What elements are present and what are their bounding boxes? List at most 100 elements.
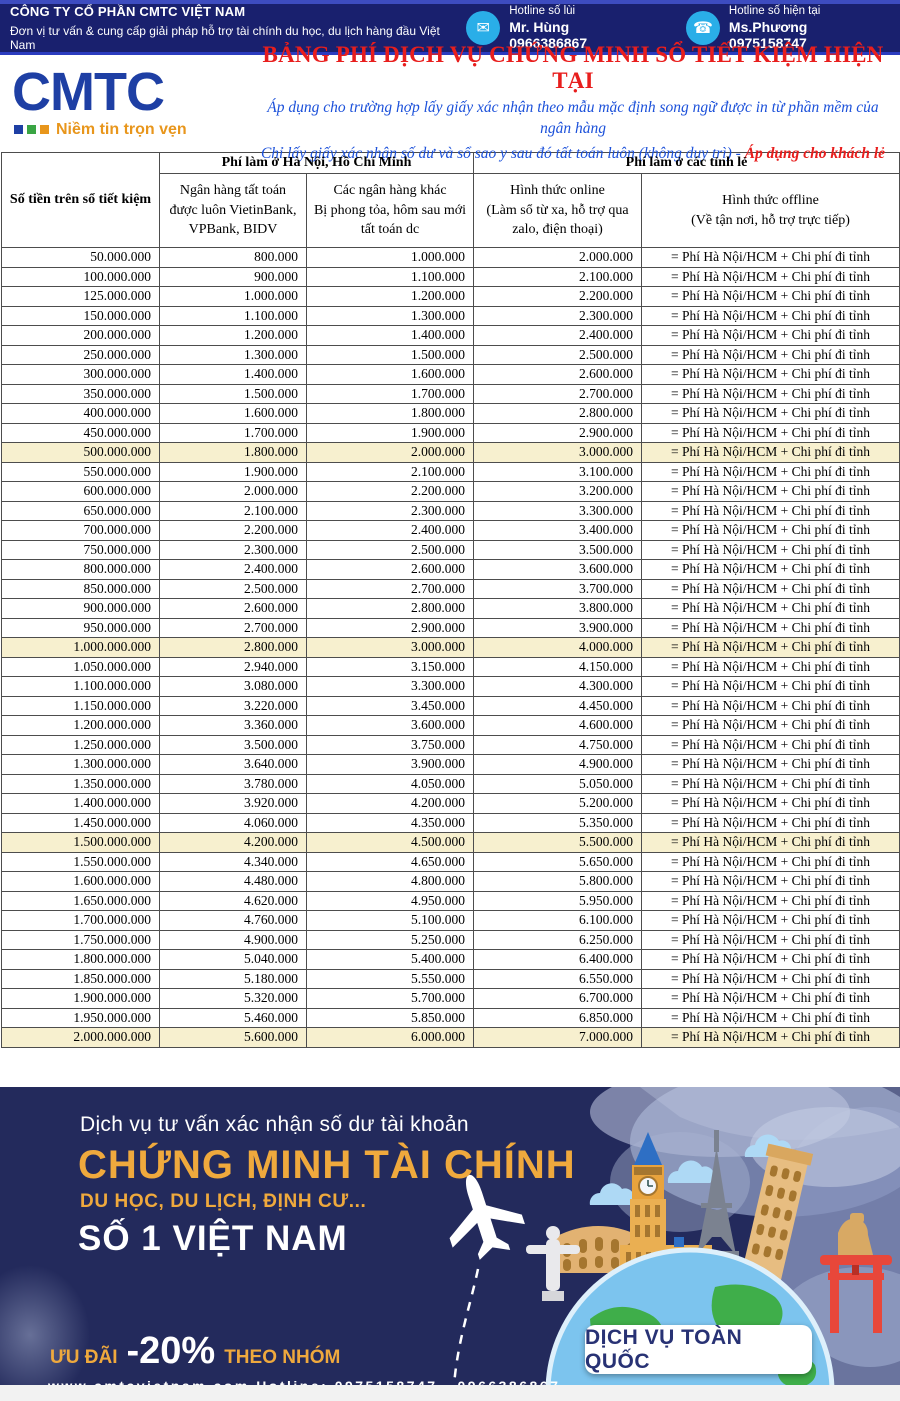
hotline-number: Ms.Phương 0975158747 [728,19,808,51]
fee-online-cell: 4.150.000 [473,656,642,677]
subtitle-line1: Áp dụng cho trường hợp lấy giấy xác nhận… [267,99,879,138]
top-accent-strip [0,0,900,4]
province-fee-note-cell: = Phí Hà Nội/HCM + Chi phí đi tỉnh [641,715,900,736]
province-fee-note-cell: = Phí Hà Nội/HCM + Chi phí đi tỉnh [641,812,900,833]
pisa-tower-icon [742,1143,814,1280]
fee-online-cell: 5.350.000 [473,812,642,833]
fee-bank-other-cell: 2.300.000 [306,500,474,521]
amount-cell: 1.150.000.000 [1,695,160,716]
fee-online-cell: 6.250.000 [473,929,642,950]
fee-online-cell: 6.100.000 [473,910,642,931]
amount-cell: 1.500.000.000 [1,832,160,853]
fee-bank-other-cell: 2.700.000 [306,578,474,599]
table-row: 1.200.000.000 3.360.000 3.600.000 4.600.000… [1,715,900,736]
sphinx-icon [838,1213,874,1259]
province-fee-note-cell: = Phí Hà Nội/HCM + Chi phí đi tỉnh [641,617,900,638]
phone-icon: ☎ [685,11,720,45]
fee-bank-instant-cell: 3.220.000 [159,695,307,716]
fee-bank-instant-cell: 5.320.000 [159,988,307,1009]
fee-online-cell: 2.600.000 [473,364,642,385]
fee-bank-other-cell: 2.200.000 [306,481,474,502]
promo-prefix: ƯU ĐÃI [50,1347,118,1368]
flight-path-dashed-line [452,1268,480,1385]
fee-bank-instant-cell: 2.700.000 [159,617,307,638]
fee-bank-instant-cell: 4.060.000 [159,812,307,833]
fee-bank-other-cell: 1.700.000 [306,383,474,404]
amount-cell: 550.000.000 [1,461,160,482]
fee-bank-other-cell: 3.450.000 [306,695,474,716]
table-row: 1.850.000.000 5.180.000 5.550.000 6.550.000… [1,968,900,989]
fee-online-cell: 3.200.000 [473,481,642,502]
table-row: 1.150.000.000 3.220.000 3.450.000 4.450.000… [1,695,900,716]
fee-online-cell: 5.050.000 [473,773,642,794]
amount-cell: 1.250.000.000 [1,734,160,755]
table-row: 1.600.000.000 4.480.000 4.800.000 5.800.000… [1,871,900,892]
province-fee-note-cell: = Phí Hà Nội/HCM + Chi phí đi tỉnh [641,481,900,502]
table-row: 1.650.000.000 4.620.000 4.950.000 5.950.000… [1,890,900,911]
province-fee-note-cell: = Phí Hà Nội/HCM + Chi phí đi tỉnh [641,598,900,619]
table-row: 300.000.000 1.400.000 1.600.000 2.600.000 = … [1,364,900,385]
fee-bank-instant-cell: 1.100.000 [159,305,307,326]
fee-bank-other-cell: 3.000.000 [306,637,474,658]
table-row: 1.100.000.000 3.080.000 3.300.000 4.300.000… [1,676,900,697]
table-row: 50.000.000 800.000 1.000.000 2.000.000 = Phí… [1,247,900,268]
fee-online-cell: 3.600.000 [473,559,642,580]
plane-icon [449,1174,525,1260]
fee-online-cell: 4.000.000 [473,637,642,658]
amount-cell: 125.000.000 [1,286,160,307]
fee-bank-other-cell: 5.700.000 [306,988,474,1009]
province-fee-note-cell: = Phí Hà Nội/HCM + Chi phí đi tỉnh [641,422,900,443]
province-fee-note-cell: = Phí Hà Nội/HCM + Chi phí đi tỉnh [641,988,900,1009]
amount-cell: 700.000.000 [1,520,160,541]
header: CMTC Niềm tin trọn vẹn BẢNG PHÍ DỊCH VỤ … [0,42,900,162]
fee-bank-other-cell: 4.950.000 [306,890,474,911]
fee-bank-instant-cell: 5.040.000 [159,949,307,970]
table-row: 950.000.000 2.700.000 2.900.000 3.900.000 = … [1,617,900,638]
fee-bank-instant-cell: 5.600.000 [159,1027,307,1048]
fee-online-cell: 3.300.000 [473,500,642,521]
fee-bank-instant-cell: 800.000 [159,247,307,268]
province-fee-note-cell: = Phí Hà Nội/HCM + Chi phí đi tỉnh [641,539,900,560]
fee-bank-other-cell: 4.050.000 [306,773,474,794]
fee-online-cell: 4.900.000 [473,754,642,775]
online-form-header: Hình thức online (Làm sổ từ xa, hỗ trợ q… [473,173,642,248]
hotline-block: ✉ Hotline số lùi Mr. Hùng 0966386867 ☎ H… [466,5,890,51]
amount-cell: 300.000.000 [1,364,160,385]
province-fee-note-cell: = Phí Hà Nội/HCM + Chi phí đi tỉnh [641,500,900,521]
amount-cell: 100.000.000 [1,266,160,287]
province-fee-note-cell: = Phí Hà Nội/HCM + Chi phí đi tỉnh [641,325,900,346]
province-fee-note-cell: = Phí Hà Nội/HCM + Chi phí đi tỉnh [641,851,900,872]
fee-bank-other-cell: 4.800.000 [306,871,474,892]
table-row: 900.000.000 2.600.000 2.800.000 3.800.000 = … [1,598,900,619]
title-block: BẢNG PHÍ DỊCH VỤ CHỨNG MINH SỔ TIẾT KIỆM… [256,42,894,165]
table-row: 1.450.000.000 4.060.000 4.350.000 5.350.000… [1,812,900,833]
province-group-header: Phí làm ở các tỉnh lẻ [473,152,900,174]
fee-bank-other-cell: 3.300.000 [306,676,474,697]
fee-online-cell: 2.900.000 [473,422,642,443]
table-row: 1.000.000.000 2.800.000 3.000.000 4.000.000… [1,637,900,658]
table-row: 1.900.000.000 5.320.000 5.700.000 6.700.000… [1,988,900,1009]
offline-form-header: Hình thức offline (Về tận nơi, hỗ trợ tr… [641,173,900,248]
fee-bank-other-cell: 1.400.000 [306,325,474,346]
fee-bank-other-cell: 1.800.000 [306,403,474,424]
fee-online-cell: 2.000.000 [473,247,642,268]
table-row: 1.250.000.000 3.500.000 3.750.000 4.750.000… [1,734,900,755]
province-fee-note-cell: = Phí Hà Nội/HCM + Chi phí đi tỉnh [641,695,900,716]
province-fee-note-cell: = Phí Hà Nội/HCM + Chi phí đi tỉnh [641,461,900,482]
amount-cell: 1.600.000.000 [1,871,160,892]
christ-redeemer-icon [526,1226,580,1301]
province-fee-note-cell: = Phí Hà Nội/HCM + Chi phí đi tỉnh [641,286,900,307]
province-fee-note-cell: = Phí Hà Nội/HCM + Chi phí đi tỉnh [641,1027,900,1048]
fee-bank-instant-cell: 4.620.000 [159,890,307,911]
table-row: 150.000.000 1.100.000 1.300.000 2.300.000 = … [1,305,900,326]
bank-other-header: Các ngân hàng khác Bị phong tỏa, hôm sau… [306,173,474,248]
fee-bank-instant-cell: 1.400.000 [159,364,307,385]
promo-percent: -20% [126,1330,216,1372]
bottom-strip [0,1385,900,1401]
hotline-number: Mr. Hùng 0966386867 [509,19,588,51]
province-fee-note-cell: = Phí Hà Nội/HCM + Chi phí đi tỉnh [641,890,900,911]
banner-subtitle: DU HỌC, DU LỊCH, ĐỊNH CƯ... [80,1191,367,1212]
fee-bank-other-cell: 4.650.000 [306,851,474,872]
province-fee-note-cell: = Phí Hà Nội/HCM + Chi phí đi tỉnh [641,559,900,580]
fee-bank-instant-cell: 3.360.000 [159,715,307,736]
